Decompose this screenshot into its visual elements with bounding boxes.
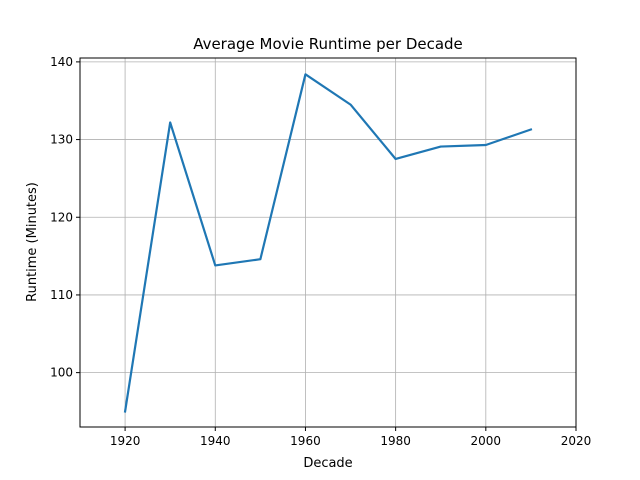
x-tick-label: 1920 [110, 434, 141, 448]
chart-title: Average Movie Runtime per Decade [193, 35, 463, 53]
series-line [123, 73, 533, 413]
x-tick-label: 1960 [290, 434, 321, 448]
y-tick-label: 140 [50, 55, 73, 69]
y-tick-label: 100 [50, 366, 73, 380]
series-layer [123, 73, 533, 413]
x-tick-label: 2000 [471, 434, 502, 448]
x-tick-label: 1980 [380, 434, 411, 448]
x-tick-label: 1940 [200, 434, 231, 448]
ticks: 1920 1940 1960 1980 2000 2020 100 110 120 130 140 [50, 55, 591, 448]
plot-frame [79, 57, 577, 428]
y-tick-label: 110 [50, 288, 73, 302]
x-axis-label: Decade [303, 456, 352, 471]
x-tick-label: 2020 [561, 434, 592, 448]
y-tick-label: 120 [50, 210, 73, 224]
grid [80, 58, 577, 427]
y-tick-label: 130 [50, 133, 73, 147]
y-axis-label: Runtime (Minutes) [25, 182, 40, 302]
